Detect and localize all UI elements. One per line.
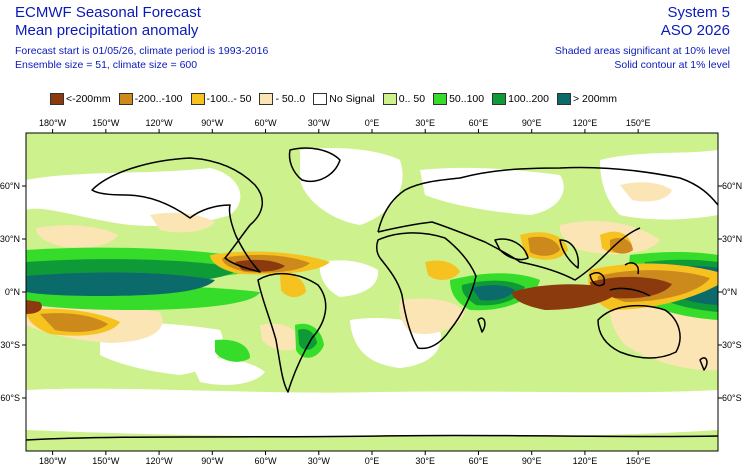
lat-label-left: 60°N: [0, 181, 20, 191]
lon-label-top: 120°E: [573, 118, 598, 128]
lon-label-bottom: 30°E: [415, 456, 435, 466]
lon-label-top: 180°W: [39, 118, 67, 128]
legend-swatch: [492, 93, 507, 105]
lon-label-top: 60°W: [254, 118, 277, 128]
legend-label: > 200mm: [572, 93, 618, 105]
legend-label: 0.. 50: [398, 93, 426, 105]
contour-note: Solid contour at 1% level: [614, 59, 730, 71]
legend-label: 50..100: [449, 93, 485, 105]
lon-label-bottom: 30°W: [308, 456, 331, 466]
lon-label-bottom: 180°W: [39, 456, 67, 466]
lat-label-left: 30°N: [0, 234, 20, 244]
legend-item: -200..-100: [118, 93, 183, 105]
lon-label-bottom: 120°W: [146, 456, 174, 466]
lon-label-bottom: 0°E: [365, 456, 380, 466]
legend-item: - 50..0: [259, 93, 305, 105]
legend-label: No Signal: [329, 93, 375, 105]
lon-label-top: 30°E: [415, 118, 435, 128]
lat-label-left: 60°S: [0, 393, 20, 403]
legend-label: -100..- 50: [206, 93, 252, 105]
lat-label-left: 0°N: [5, 287, 20, 297]
season-label: ASO 2026: [660, 22, 730, 39]
lat-label-right: 60°N: [722, 181, 742, 191]
legend-label: 100..200: [508, 93, 549, 105]
lon-label-bottom: 90°W: [201, 456, 224, 466]
legend-label: - 50..0: [275, 93, 306, 105]
lon-label-bottom: 150°W: [92, 456, 120, 466]
lon-label-top: 150°E: [626, 118, 651, 128]
legend-item: 50..100: [433, 93, 484, 105]
map-field: [26, 133, 718, 451]
lat-label-right: 0°N: [722, 287, 737, 297]
title: ECMWF Seasonal Forecast: [15, 4, 201, 21]
legend-swatch: [118, 93, 133, 105]
ensemble-size-line: Ensemble size = 51, climate size = 600: [15, 59, 198, 71]
legend-label: -200..-100: [134, 93, 183, 105]
lon-label-bottom: 90°E: [522, 456, 542, 466]
lat-label-right: 30°N: [722, 234, 742, 244]
lon-label-top: 0°E: [365, 118, 380, 128]
no-signal-areas: [26, 148, 718, 437]
legend: <-200mm -200..-100 -100..- 50 - 50..0 No Sig…: [50, 93, 625, 105]
legend-swatch: [259, 93, 274, 105]
lat-label-right: 60°S: [722, 393, 742, 403]
legend-item: > 200mm: [556, 93, 618, 105]
legend-label: <-200mm: [66, 93, 111, 105]
lat-label-right: 30°S: [722, 340, 742, 350]
lon-label-bottom: 150°E: [626, 456, 651, 466]
map-ticks: 180°W 180°W 150°W 150°W 120°W 120°W 90°W 90°W 60…: [0, 118, 742, 466]
lat-label-left: 30°S: [0, 340, 20, 350]
lon-label-top: 150°W: [92, 118, 120, 128]
legend-item: 0.. 50: [382, 93, 426, 105]
legend-item: No Signal: [313, 93, 375, 105]
system-label: System 5: [667, 4, 730, 21]
legend-swatch: [382, 93, 397, 105]
legend-swatch: [190, 93, 205, 105]
legend-swatch: [556, 93, 571, 105]
lon-label-top: 90°W: [201, 118, 224, 128]
subtitle: Mean precipitation anomaly: [15, 22, 199, 39]
lon-label-top: 120°W: [146, 118, 174, 128]
lon-label-top: 60°E: [469, 118, 489, 128]
significance-note: Shaded areas significant at 10% level: [554, 45, 730, 57]
legend-item: <-200mm: [50, 93, 111, 105]
legend-swatch: [50, 93, 64, 105]
lon-label-top: 90°E: [522, 118, 542, 128]
lon-label-bottom: 60°E: [469, 456, 489, 466]
legend-item: 100..200: [492, 93, 549, 105]
lon-label-bottom: 60°W: [254, 456, 277, 466]
lon-label-top: 30°W: [308, 118, 331, 128]
legend-swatch: [433, 93, 448, 105]
legend-swatch: [313, 93, 328, 105]
coastlines: [26, 147, 718, 441]
legend-item: -100..- 50: [190, 93, 252, 105]
forecast-start-line: Forecast start is 01/05/26, climate peri…: [15, 45, 269, 57]
lon-label-bottom: 120°E: [573, 456, 598, 466]
